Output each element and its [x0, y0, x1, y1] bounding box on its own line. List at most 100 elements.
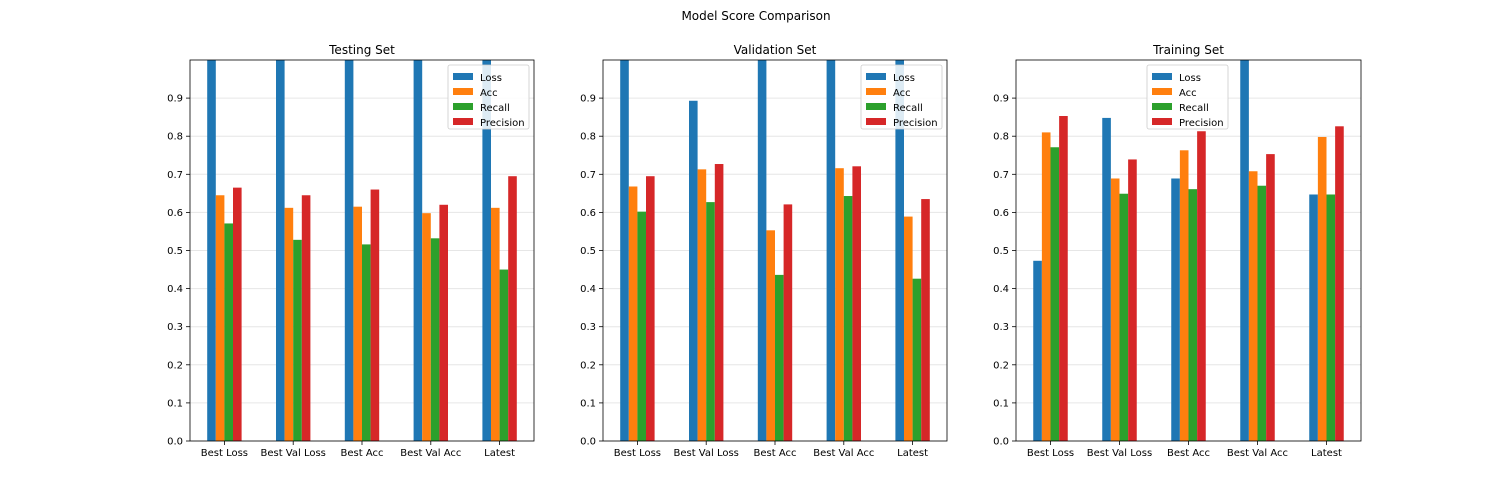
x-tick-label: Best Val Loss — [673, 448, 738, 459]
panel-title: Testing Set — [328, 43, 395, 57]
bar-recall-best-val-loss — [293, 239, 302, 441]
bar-acc-best-acc — [766, 230, 775, 441]
y-tick-label: 0.5 — [580, 246, 596, 257]
legend-label-precision: Precision — [480, 118, 525, 129]
panel-title: Training Set — [1152, 43, 1224, 57]
bar-recall-best-loss — [224, 223, 233, 441]
y-tick-label: 0.0 — [993, 437, 1009, 448]
bar-precision-best-val-loss — [714, 164, 724, 441]
legend-swatch-acc — [1152, 88, 1172, 95]
y-tick-label: 0.2 — [580, 360, 596, 371]
bar-acc-best-val-acc — [422, 213, 431, 441]
legend-swatch-acc — [866, 88, 886, 95]
bar-recall-latest — [1326, 194, 1336, 441]
bar-precision-best-val-loss — [301, 195, 311, 441]
y-tick-label: 0.1 — [580, 398, 596, 409]
y-tick-label: 0.6 — [580, 208, 596, 219]
chart-panel-2: 0.0 0.1 0.2 0.3 0.4 0.5 0.6 0.7 0.8 0.9 Best Loss B… — [580, 43, 948, 459]
bars-group — [207, 60, 517, 441]
y-tick-label: 0.6 — [993, 208, 1009, 219]
y-tick-label: 0.2 — [167, 360, 183, 371]
bar-precision-latest — [1335, 126, 1344, 441]
chart-panel-3: 0.0 0.1 0.2 0.3 0.4 0.5 0.6 0.7 0.8 0.9 Best Loss B… — [993, 43, 1362, 459]
legend: Loss Acc Recall Precision — [860, 64, 943, 130]
legend-label-loss: Loss — [893, 73, 915, 84]
x-tick-label: Best Acc — [1167, 448, 1210, 459]
y-tick-label: 0.2 — [993, 360, 1009, 371]
bar-loss-best-val-acc — [413, 60, 423, 441]
bar-recall-best-val-loss — [706, 202, 715, 441]
x-tick-label: Best Val Loss — [260, 448, 325, 459]
legend-swatch-loss — [866, 73, 886, 80]
legend-label-acc: Acc — [480, 88, 498, 99]
y-tick-label: 0.8 — [167, 132, 183, 143]
legend-label-recall: Recall — [480, 103, 510, 114]
bar-acc-best-loss — [215, 195, 225, 441]
bar-acc-best-acc — [1179, 150, 1189, 441]
bar-precision-best-val-acc — [439, 204, 448, 441]
x-tick-label: Best Acc — [754, 448, 797, 459]
chart-panel-1: 0.0 0.1 0.2 0.3 0.4 0.5 0.6 0.7 0.8 0.9 Best Loss B… — [167, 43, 535, 459]
y-tick-label: 0.0 — [167, 437, 183, 448]
bar-precision-latest — [921, 199, 930, 441]
x-tick-label: Latest — [484, 448, 515, 459]
axes-frame — [602, 59, 948, 442]
x-tick-label: Best Acc — [341, 448, 384, 459]
legend-swatch-recall — [1152, 103, 1172, 110]
legend-swatch-loss — [453, 73, 473, 80]
x-tick-label: Latest — [1311, 448, 1342, 459]
legend-swatch-acc — [453, 88, 473, 95]
y-tick-label: 0.8 — [580, 132, 596, 143]
bar-precision-latest — [508, 176, 517, 441]
bar-acc-best-loss — [628, 186, 638, 441]
x-tick-label: Best Val Acc — [400, 448, 461, 459]
bar-acc-best-acc — [353, 206, 362, 441]
bar-acc-best-loss — [1041, 132, 1051, 441]
legend-label-precision: Precision — [1179, 118, 1224, 129]
legend-swatch-precision — [1152, 118, 1172, 125]
bar-recall-best-val-loss — [1119, 193, 1129, 441]
legend-label-loss: Loss — [1179, 73, 1201, 84]
bar-acc-latest — [491, 207, 500, 441]
bar-loss-latest — [482, 60, 491, 441]
bars-group — [1033, 60, 1344, 441]
bar-precision-best-val-acc — [1266, 154, 1275, 441]
bar-precision-best-loss — [646, 176, 655, 441]
y-tick-label: 0.5 — [993, 246, 1009, 257]
bar-loss-best-loss — [207, 60, 216, 441]
bars-group — [620, 60, 930, 441]
legend-label-acc: Acc — [893, 88, 911, 99]
y-tick-label: 0.1 — [993, 398, 1009, 409]
bar-precision-best-acc — [783, 204, 793, 441]
bar-loss-latest — [1309, 194, 1318, 441]
figure-title: Model Score Comparison — [681, 9, 830, 23]
bar-loss-best-acc — [344, 60, 354, 441]
bar-loss-best-val-loss — [1102, 117, 1111, 441]
y-tick-label: 0.5 — [167, 246, 183, 257]
y-tick-label: 0.9 — [993, 94, 1009, 105]
y-tick-label: 0.8 — [993, 132, 1009, 143]
x-tick-label: Best Loss — [614, 448, 661, 459]
bar-recall-best-loss — [637, 211, 646, 441]
legend-swatch-precision — [453, 118, 473, 125]
axes-frame — [1015, 59, 1362, 442]
bar-acc-best-val-loss — [1110, 178, 1120, 441]
y-tick-label: 0.9 — [167, 94, 183, 105]
legend-box — [447, 64, 530, 130]
chart-panels: 0.0 0.1 0.2 0.3 0.4 0.5 0.6 0.7 0.8 0.9 Best Loss B… — [167, 43, 1362, 459]
x-tick-label: Best Loss — [201, 448, 248, 459]
legend-swatch-recall — [453, 103, 473, 110]
bar-acc-best-val-loss — [284, 207, 294, 441]
bar-loss-best-val-loss — [276, 60, 285, 441]
y-tick-label: 0.7 — [993, 170, 1009, 181]
y-tick-label: 0.4 — [993, 284, 1009, 295]
bar-acc-best-val-acc — [1248, 171, 1258, 441]
y-tick-label: 0.3 — [167, 322, 183, 333]
legend-swatch-loss — [1152, 73, 1172, 80]
bar-recall-best-acc — [775, 274, 784, 441]
legend-label-recall: Recall — [893, 103, 923, 114]
bar-precision-best-val-loss — [1128, 159, 1137, 441]
bar-loss-best-val-acc — [1240, 60, 1249, 441]
y-tick-label: 0.4 — [167, 284, 183, 295]
